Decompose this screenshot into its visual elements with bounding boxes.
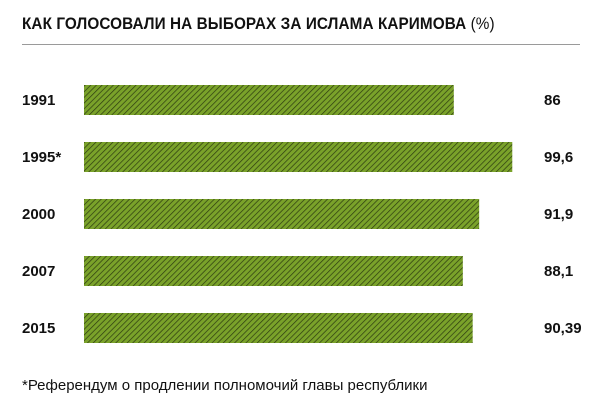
value-label: 88,1 [544, 263, 573, 280]
footnote: *Референдум о продлении полномочий главы… [22, 377, 428, 394]
category-label: 1995* [22, 149, 61, 166]
bar [84, 199, 480, 229]
category-label: 2007 [22, 263, 55, 280]
category-label: 2015 [22, 320, 55, 337]
bar [84, 85, 454, 115]
chart-title-text: КАК ГОЛОСОВАЛИ НА ВЫБОРАХ ЗА ИСЛАМА КАРИ… [22, 14, 467, 33]
category-label: 1991 [22, 92, 55, 109]
bars-layer: 1991 86 1995* 99,6 2000 91,9 2007 88,1 2015 90,39 [22, 85, 582, 343]
value-label: 91,9 [544, 206, 573, 223]
value-label: 86 [544, 92, 561, 109]
title-divider [22, 44, 580, 45]
category-label: 2000 [22, 206, 55, 223]
chart-title: КАК ГОЛОСОВАЛИ НА ВЫБОРАХ ЗА ИСЛАМА КАРИ… [22, 14, 524, 34]
bar [84, 313, 473, 343]
value-label: 99,6 [544, 149, 573, 166]
bar [84, 142, 513, 172]
value-label: 90,39 [544, 320, 582, 337]
chart-title-block: КАК ГОЛОСОВАЛИ НА ВЫБОРАХ ЗА ИСЛАМА КАРИ… [22, 14, 580, 34]
bar [84, 256, 463, 286]
chart-title-unit: (%) [470, 14, 495, 33]
